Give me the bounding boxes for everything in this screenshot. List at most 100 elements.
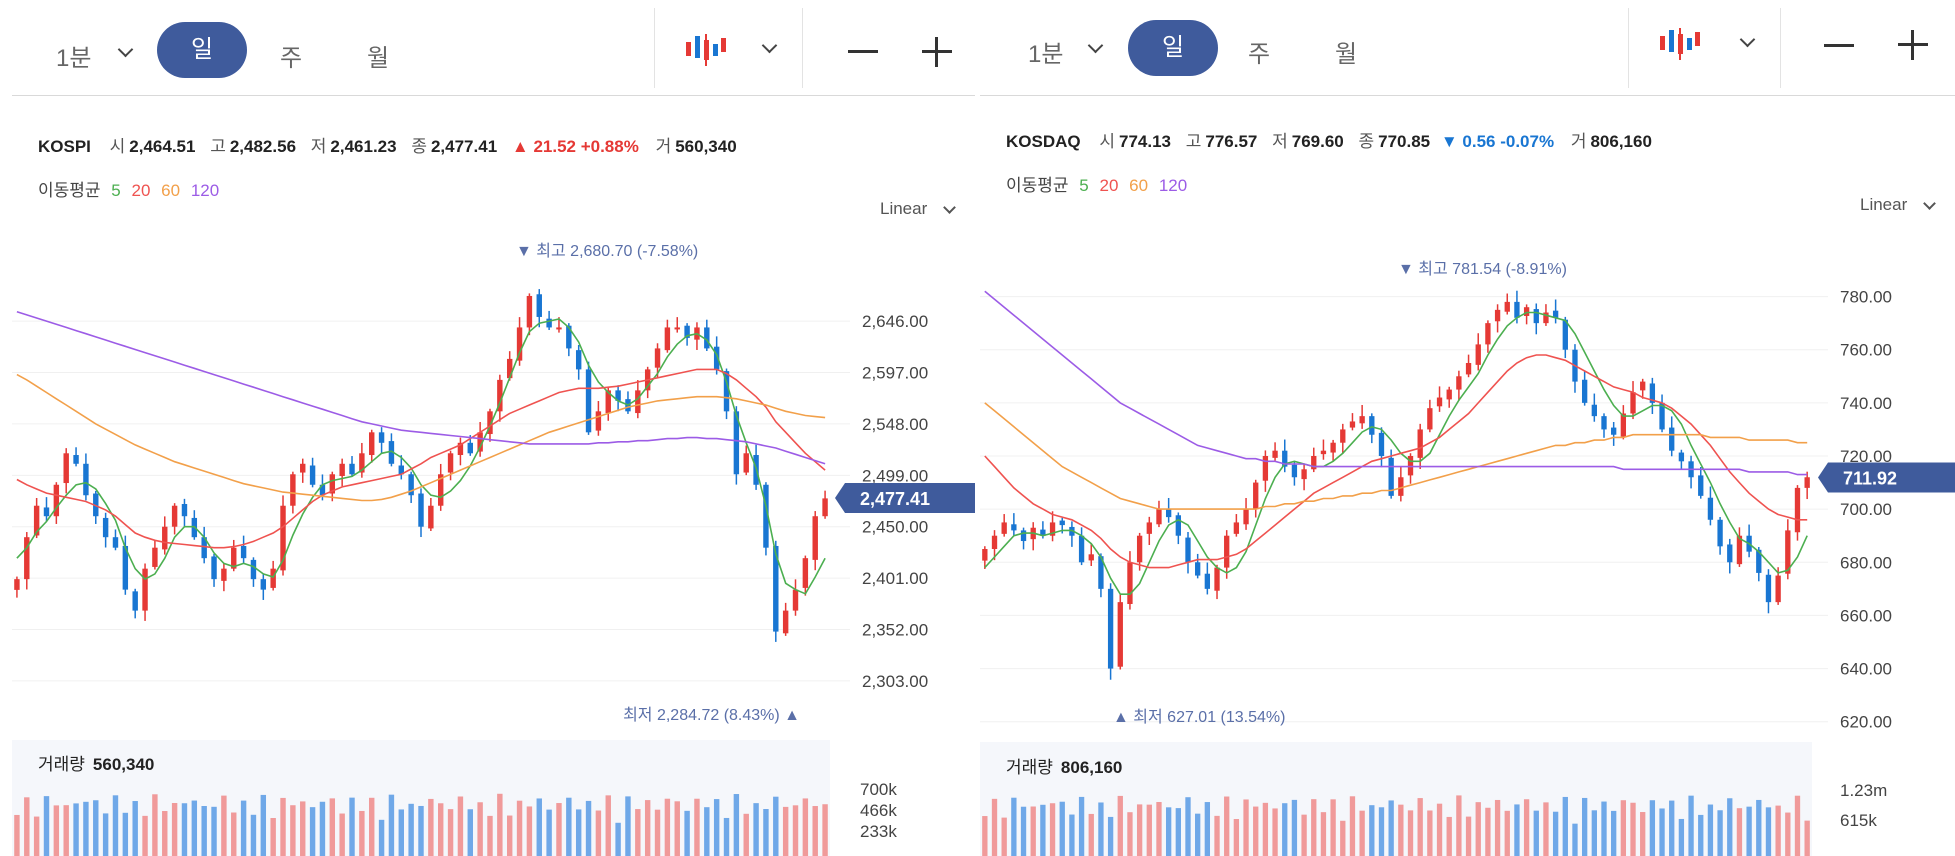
candle-body [447, 453, 454, 473]
candle-body [1272, 450, 1278, 458]
candle-body [467, 442, 473, 454]
ma60-line [984, 402, 1808, 510]
zoom-out-icon[interactable] [1824, 44, 1854, 47]
scale-dropdown[interactable]: Linear [880, 199, 928, 218]
ma20-line [16, 368, 826, 549]
volume-bar [733, 794, 740, 856]
candle-body [635, 390, 641, 414]
volume-bar [1407, 810, 1414, 856]
y-tick-label: 2,450.00 [862, 518, 928, 537]
volume-bar [1678, 818, 1685, 856]
interval-week-tab[interactable]: 주 [280, 45, 303, 72]
candlestick-icon[interactable] [1658, 24, 1702, 64]
volume-bar [1224, 796, 1230, 856]
candle-body [1417, 429, 1423, 458]
volume-tick-label: 466k [860, 801, 897, 820]
volume-bar [447, 809, 454, 856]
volume-bar [1504, 810, 1510, 856]
volume-bar [526, 806, 533, 856]
candle-body [309, 465, 316, 485]
volume-bar [467, 809, 473, 856]
change-value: ▼ 0.56 -0.07% [1440, 132, 1555, 151]
candle-body [1736, 535, 1743, 565]
candle-body [162, 526, 168, 550]
interval-day-tab[interactable]: 일 [157, 22, 247, 78]
volume-bar [1427, 810, 1433, 856]
ma120-label: 120 [1158, 176, 1188, 195]
y-tick-label: 2,303.00 [862, 672, 928, 691]
volume-bar [1311, 799, 1317, 856]
candle-body [704, 327, 710, 349]
candle-body [250, 559, 257, 580]
volume-bar [1581, 797, 1588, 856]
interval-week-tab[interactable]: 주 [1248, 41, 1271, 68]
candle-body [1456, 376, 1462, 390]
volume-bar [575, 809, 582, 856]
candle-body [1291, 464, 1298, 478]
candle-body [536, 294, 542, 317]
interval-day-tab[interactable]: 일 [1128, 20, 1218, 76]
candle-body [1088, 554, 1094, 561]
candle-body [1785, 530, 1791, 574]
volume-bar [723, 817, 730, 856]
min-marker-label: 최저 2,284.72 (8.43%) ▲ [623, 706, 800, 724]
volume-bar [1794, 795, 1801, 856]
price-badge-text: 2,477.41 [860, 489, 930, 509]
volume-bar [674, 801, 680, 856]
candle-body [1727, 544, 1733, 563]
volume-bar [1330, 799, 1336, 856]
volume-bar [982, 816, 988, 856]
interval-minute-dropdown[interactable]: 1분 [56, 45, 92, 72]
candlestick-icon[interactable] [684, 30, 728, 70]
volume-bar [1765, 807, 1772, 856]
change-value: ▲ 21.52 +0.88% [511, 137, 639, 156]
volume-bar [428, 798, 434, 856]
volume-bar [713, 799, 720, 856]
volume-bar [782, 806, 789, 856]
candle-body [723, 371, 730, 412]
interval-month-tab[interactable]: 월 [1335, 41, 1358, 68]
volume-tick-label: 233k [860, 822, 897, 841]
toolbar-divider [802, 8, 803, 88]
volume-bar [635, 809, 641, 856]
volume-bar [625, 796, 631, 856]
volume-bar [1514, 804, 1520, 856]
candle-body [270, 568, 276, 588]
volume-bar [1456, 795, 1462, 856]
zoom-in-icon[interactable] [1898, 30, 1928, 60]
volume-title-value: 560,340 [92, 755, 155, 774]
volume-bar [1572, 823, 1578, 856]
volume-bar [1369, 805, 1375, 856]
volume-bar [240, 800, 247, 856]
ma20-label: 20 [131, 181, 151, 200]
volume-bar [260, 794, 267, 856]
volume-bar [506, 815, 513, 856]
kospi-panel: 1분 일 주 월 KOSPI 시 2,464.51 고 2,482.56 저 2,46… [0, 0, 975, 856]
y-tick-label: 780.00 [1840, 288, 1892, 307]
moving-average-legend: 이동평균 5 20 60 120 [38, 176, 219, 201]
toolbar: 1분 일 주 월 [980, 0, 1955, 96]
zoom-in-icon[interactable] [922, 37, 952, 67]
zoom-out-icon[interactable] [848, 50, 878, 53]
candle-body [516, 327, 523, 361]
candle-body [1040, 529, 1046, 536]
toolbar: 1분 일 주 월 [12, 0, 975, 96]
volume-bar [1204, 802, 1211, 856]
open-label: 시 [1099, 132, 1115, 151]
candle-body [1049, 522, 1056, 536]
volume-bar [1165, 807, 1172, 856]
interval-minute-dropdown[interactable]: 1분 [1028, 41, 1064, 68]
candle-body [231, 547, 237, 569]
volume-bar [43, 796, 50, 856]
interval-month-tab[interactable]: 월 [367, 45, 390, 72]
volume-bar [181, 803, 188, 856]
candle-body [33, 505, 40, 536]
candle-body [1330, 442, 1336, 453]
candle-body [1804, 477, 1810, 488]
candle-body [14, 579, 20, 590]
candle-body [1398, 477, 1404, 496]
candle-body [1485, 323, 1491, 345]
volume-bar [1388, 800, 1394, 856]
candle-body [1620, 413, 1627, 437]
scale-dropdown[interactable]: Linear [1860, 195, 1908, 214]
